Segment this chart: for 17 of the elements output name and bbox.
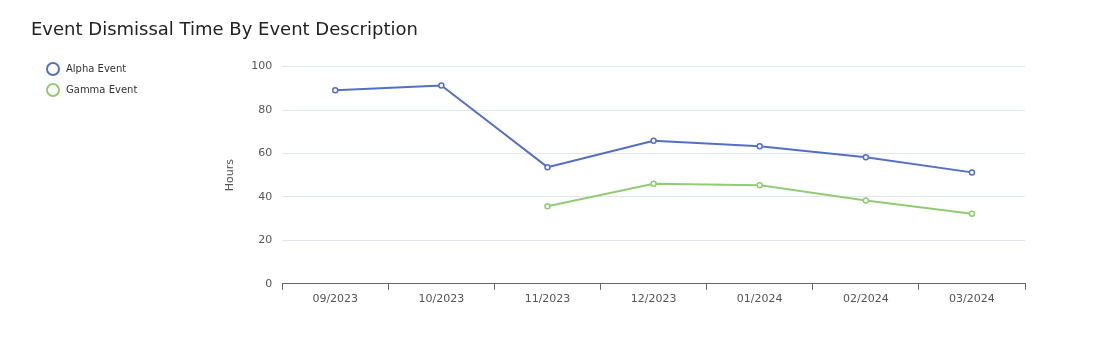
- y-tick-label: 100: [251, 59, 273, 73]
- legend-label: Gamma Event: [66, 84, 138, 95]
- x-tick-label: 03/2024: [949, 292, 995, 306]
- y-tick-label: 0: [265, 276, 273, 290]
- y-tick-label: 80: [258, 102, 273, 116]
- x-tick-label: 12/2023: [630, 292, 677, 306]
- y-tick-label: 40: [258, 189, 273, 203]
- x-tick-label: 02/2024: [842, 292, 889, 306]
- y-axis-title: Hours: [223, 158, 237, 192]
- x-tick-label: 01/2024: [736, 292, 783, 306]
- x-tick-label: 10/2023: [418, 292, 465, 306]
- y-tick-label: 60: [258, 146, 273, 160]
- y-tick-label: 20: [258, 233, 273, 247]
- x-tick-label: 09/2023: [312, 292, 359, 306]
- chart-title: Event Dismissal Time By Event Description: [31, 18, 418, 39]
- x-tick-label: 11/2023: [524, 292, 571, 306]
- legend-label: Alpha Event: [66, 63, 127, 74]
